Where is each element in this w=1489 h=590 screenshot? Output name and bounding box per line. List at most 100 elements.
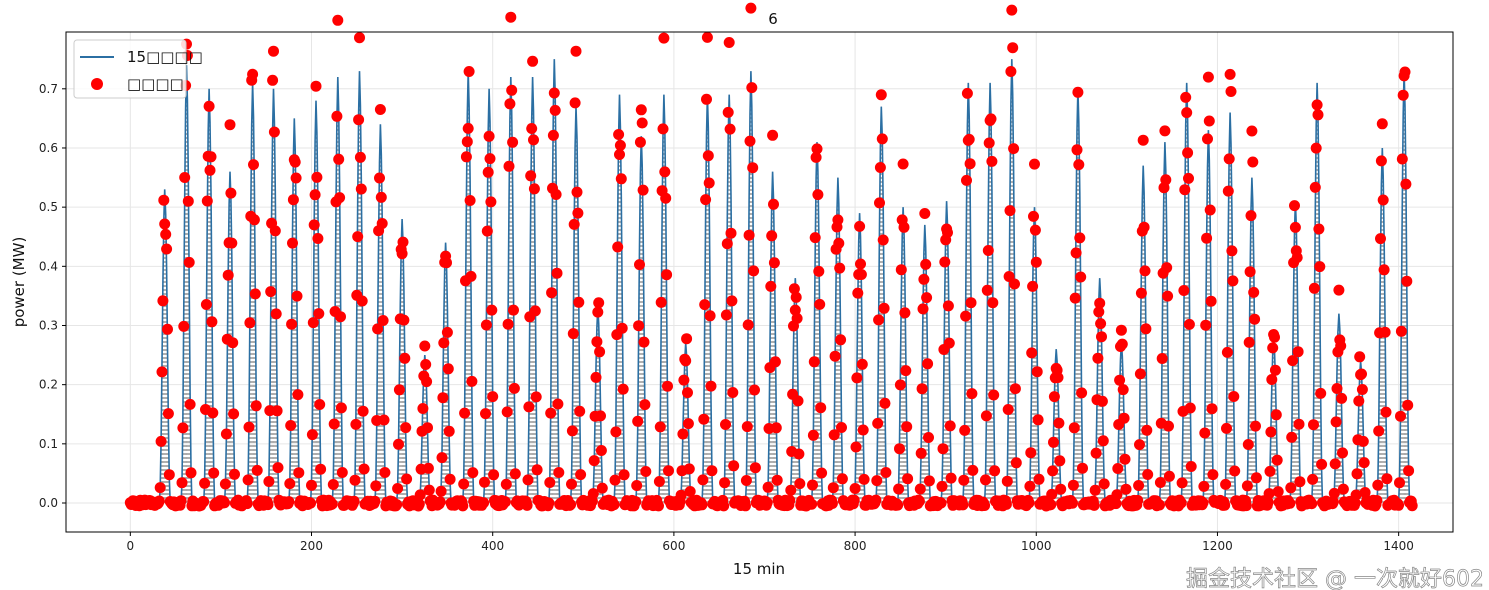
data-point [659,166,671,178]
data-point [1094,297,1106,309]
x-tick-label: 0 [127,539,135,553]
data-point [1269,364,1281,376]
y-tick-label: 0.7 [39,82,58,96]
data-point [768,198,779,210]
data-point [1176,477,1188,489]
data-point [704,310,716,322]
data-point [1142,469,1154,480]
data-point [899,307,911,319]
data-point [269,225,281,237]
data-point [1272,486,1284,498]
data-point [654,421,666,433]
data-point [594,346,606,358]
y-tick-label: 0.3 [39,318,58,332]
data-point [1004,205,1016,217]
data-point [1090,447,1102,459]
data-point [761,497,773,509]
data-point [592,306,604,318]
x-tick-label: 1400 [1383,539,1414,553]
data-point [1336,392,1348,404]
data-point [1089,484,1101,496]
data-point [1027,280,1039,292]
data-point [1135,287,1147,299]
data-point [965,297,977,309]
data-point [637,184,649,196]
data-point [807,479,818,491]
data-point [204,164,216,176]
data-point [1053,417,1065,429]
data-point [827,482,839,494]
data-point [549,104,561,116]
data-point [1314,261,1326,273]
x-tick-label: 1200 [1202,539,1233,553]
data-point [1070,247,1082,259]
data-point [200,299,212,310]
data-point [1229,465,1241,477]
data-point [895,264,907,276]
data-point [747,162,759,174]
data-point [878,302,890,314]
data-point [857,424,869,436]
data-point [834,262,846,274]
data-point [1249,313,1261,325]
data-point [793,448,805,460]
data-point [1291,252,1303,263]
data-point [220,428,232,440]
data-point [551,267,563,279]
data-point [788,283,800,295]
data-point [156,366,168,378]
data-point [1403,465,1415,477]
data-point [967,464,979,476]
data-point [1163,470,1175,482]
data-point [982,245,994,256]
data-point [423,484,435,496]
data-point [434,496,446,508]
data-point [375,191,387,203]
data-point [835,334,847,346]
data-point [636,117,648,129]
data-point [1286,431,1298,443]
axis-ticks: 0 200 400 600 800 1000 1200 1400 0.0 0.1 0.2 0.3 0.4… [39,82,1414,553]
data-point [1226,245,1238,257]
data-point [241,498,253,510]
data-point [414,489,426,501]
data-point [724,123,736,135]
data-point [854,220,866,232]
data-point [499,496,511,508]
data-point [1001,475,1013,487]
data-point [913,495,925,507]
data-point [1092,352,1104,364]
data-point [201,195,213,207]
data-point [374,172,385,184]
data-point [662,380,673,392]
data-point [1023,497,1035,509]
data-point [1134,439,1145,451]
data-point [1026,347,1038,359]
data-point [892,499,904,511]
data-point [290,172,302,184]
data-point [914,483,926,495]
data-point [1245,210,1257,222]
data-point [989,465,1001,477]
data-point [1182,147,1194,159]
data-point [920,258,932,270]
data-point [902,473,914,485]
data-point [370,480,382,492]
data-point [813,265,825,277]
data-point [155,435,167,447]
data-point [378,414,390,426]
data-point [943,337,955,349]
data-point [460,151,472,163]
data-point [741,421,753,433]
data-point [849,483,861,494]
data-point [1228,391,1240,402]
data-point [336,467,348,478]
data-point [199,477,211,489]
data-point [923,475,935,487]
data-point [175,495,187,507]
data-point [958,474,970,486]
legend-label-actual: □□□□ [127,75,184,93]
data-point [1264,465,1276,477]
data-point [262,499,274,511]
